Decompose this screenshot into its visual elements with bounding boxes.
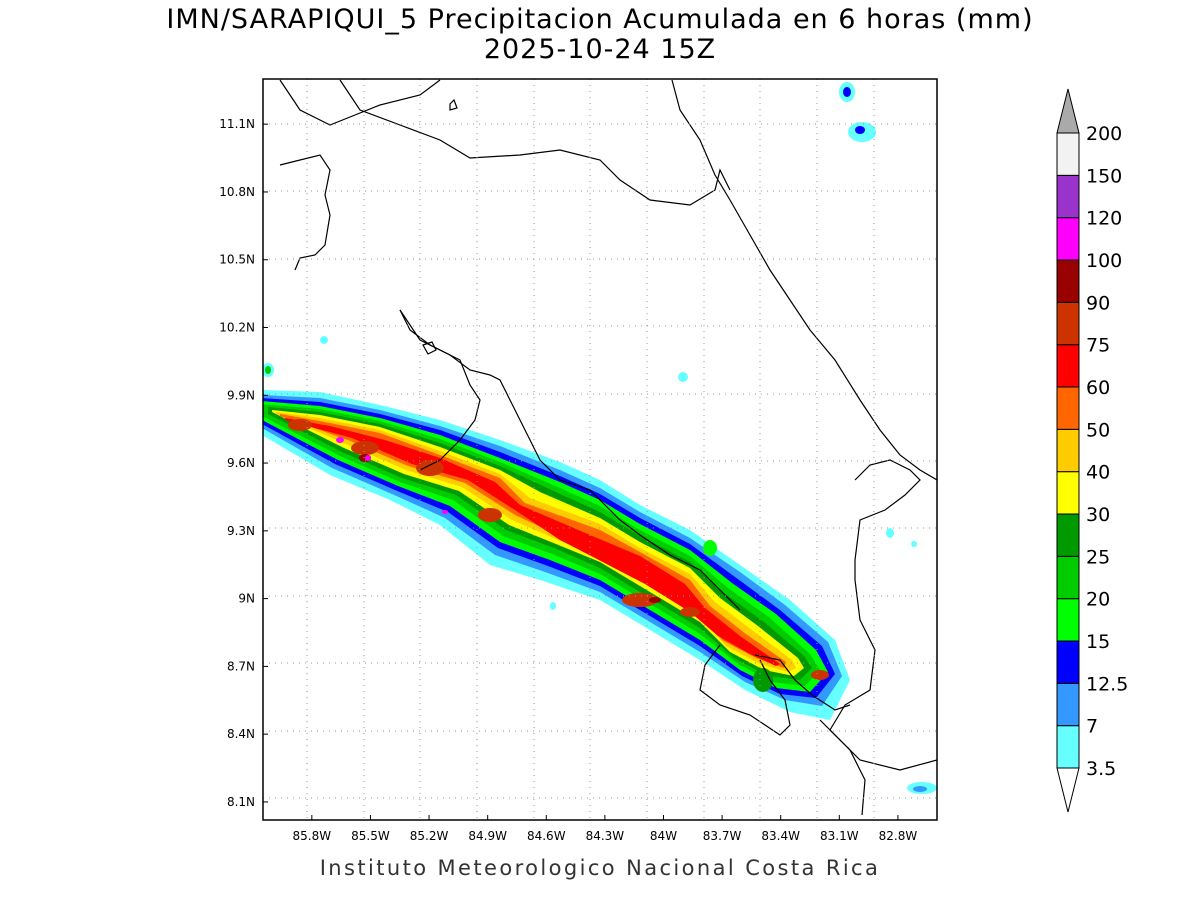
lat-tick-label: 9.9N	[227, 388, 255, 402]
lon-tick-label: 85.5W	[351, 829, 390, 843]
colorbar-swatch	[1056, 259, 1080, 303]
colorbar-swatch	[1056, 132, 1080, 176]
lon-tick-label: 82.8W	[879, 829, 918, 843]
colorbar-swatch	[1056, 217, 1080, 261]
colorbar-swatch	[1056, 640, 1080, 684]
colorbar-label: 20	[1086, 589, 1110, 611]
colorbar-label: 3.5	[1086, 758, 1116, 780]
caribbean-coast	[671, 79, 937, 481]
colorbar-swatch	[1056, 513, 1080, 557]
lon-tick-label: 83.4W	[761, 829, 800, 843]
latitude-axis: 11.1N 10.8N 10.5N 10.2N 9.9N 9.6N 9.3N 9N 8.7N 8.…	[219, 117, 268, 809]
colorbar-swatch	[1056, 386, 1080, 430]
lon-tick-label: 84.6W	[527, 829, 566, 843]
lat-tick-label: 10.5N	[219, 253, 255, 267]
colorbar-label: 40	[1086, 462, 1110, 484]
lat-tick-label: 9.3N	[227, 524, 255, 538]
lon-tick-label: 85.2W	[410, 829, 449, 843]
colorbar-swatch	[1056, 725, 1080, 769]
colorbar-label: 120	[1086, 208, 1122, 230]
lat-tick-label: 10.2N	[219, 321, 255, 335]
golfo-dulce	[754, 654, 851, 711]
colorbar-under-arrow	[1056, 767, 1080, 813]
lon-tick-label: 85.8W	[293, 829, 332, 843]
colorbar-swatch	[1056, 301, 1080, 346]
precip-isolated-cells	[263, 82, 937, 794]
colorbar: 3.5 7 12.5 15 20 25 30 40 50 60 75 90 100 120 150 200	[1056, 88, 1128, 813]
lat-tick-label: 11.1N	[219, 117, 255, 131]
colorbar-swatch	[1056, 174, 1080, 219]
colorbar-swatch	[1056, 471, 1080, 515]
lon-tick-label: 83.7W	[703, 829, 742, 843]
north-border	[279, 79, 441, 126]
colorbar-label: 7	[1086, 716, 1098, 738]
colorbar-label: 50	[1086, 419, 1110, 441]
lon-tick-label: 84.3W	[586, 829, 625, 843]
colorbar-label: 30	[1086, 504, 1110, 526]
burica-coast	[819, 719, 937, 771]
map-grid	[263, 79, 937, 820]
lake-nicaragua	[339, 79, 731, 206]
colorbar-label: 150	[1086, 165, 1122, 187]
precip-band-60	[285, 418, 780, 666]
map-title: IMN/SARAPIQUI_5 Precipitacion Acumulada …	[166, 4, 1034, 35]
lon-tick-label: 84W	[650, 829, 677, 843]
pacific-nw-coast	[279, 154, 331, 271]
colorbar-swatch	[1056, 682, 1080, 727]
lat-tick-label: 8.4N	[227, 727, 255, 741]
colorbar-label: 12.5	[1086, 673, 1128, 695]
colorbar-label: 90	[1086, 292, 1110, 314]
precipitation-field	[263, 82, 937, 794]
island	[422, 341, 437, 355]
precip-band-75	[288, 419, 829, 680]
lat-tick-label: 9.6N	[227, 456, 255, 470]
colorbar-label: 75	[1086, 335, 1110, 357]
colorbar-label: 60	[1086, 377, 1110, 399]
lon-tick-label: 83.1W	[820, 829, 859, 843]
pacific-coast	[399, 309, 741, 611]
footer-credit: Instituto Meteorologico Nacional Costa R…	[319, 856, 881, 880]
lon-tick-label: 84.9W	[468, 829, 507, 843]
colorbar-swatch	[1056, 428, 1080, 473]
map-frame	[262, 78, 938, 821]
lat-tick-label: 8.7N	[227, 659, 255, 673]
precip-band-25	[268, 407, 812, 680]
islet	[449, 98, 458, 111]
colorbar-label: 15	[1086, 631, 1110, 653]
colorbar-swatch	[1056, 598, 1080, 642]
colorbar-label: 200	[1086, 123, 1122, 145]
colorbar-swatch	[1056, 344, 1080, 388]
colorbar-over-arrow	[1056, 88, 1080, 134]
panama-border	[829, 459, 921, 816]
lat-tick-label: 10.8N	[219, 185, 255, 199]
colorbar-label: 100	[1086, 250, 1122, 272]
map-timestamp: 2025-10-24 15Z	[483, 34, 717, 65]
lat-tick-label: 8.1N	[227, 795, 255, 809]
lat-tick-label: 9N	[238, 592, 255, 606]
colorbar-label: 25	[1086, 546, 1110, 568]
coastlines	[279, 79, 937, 816]
precip-band-100-150	[336, 437, 448, 514]
colorbar-swatch	[1056, 555, 1080, 600]
longitude-axis: 85.8W 85.5W 85.2W 84.9W 84.6W 84.3W 84W 83.7W 83…	[293, 815, 918, 843]
osa-peninsula	[699, 644, 791, 736]
